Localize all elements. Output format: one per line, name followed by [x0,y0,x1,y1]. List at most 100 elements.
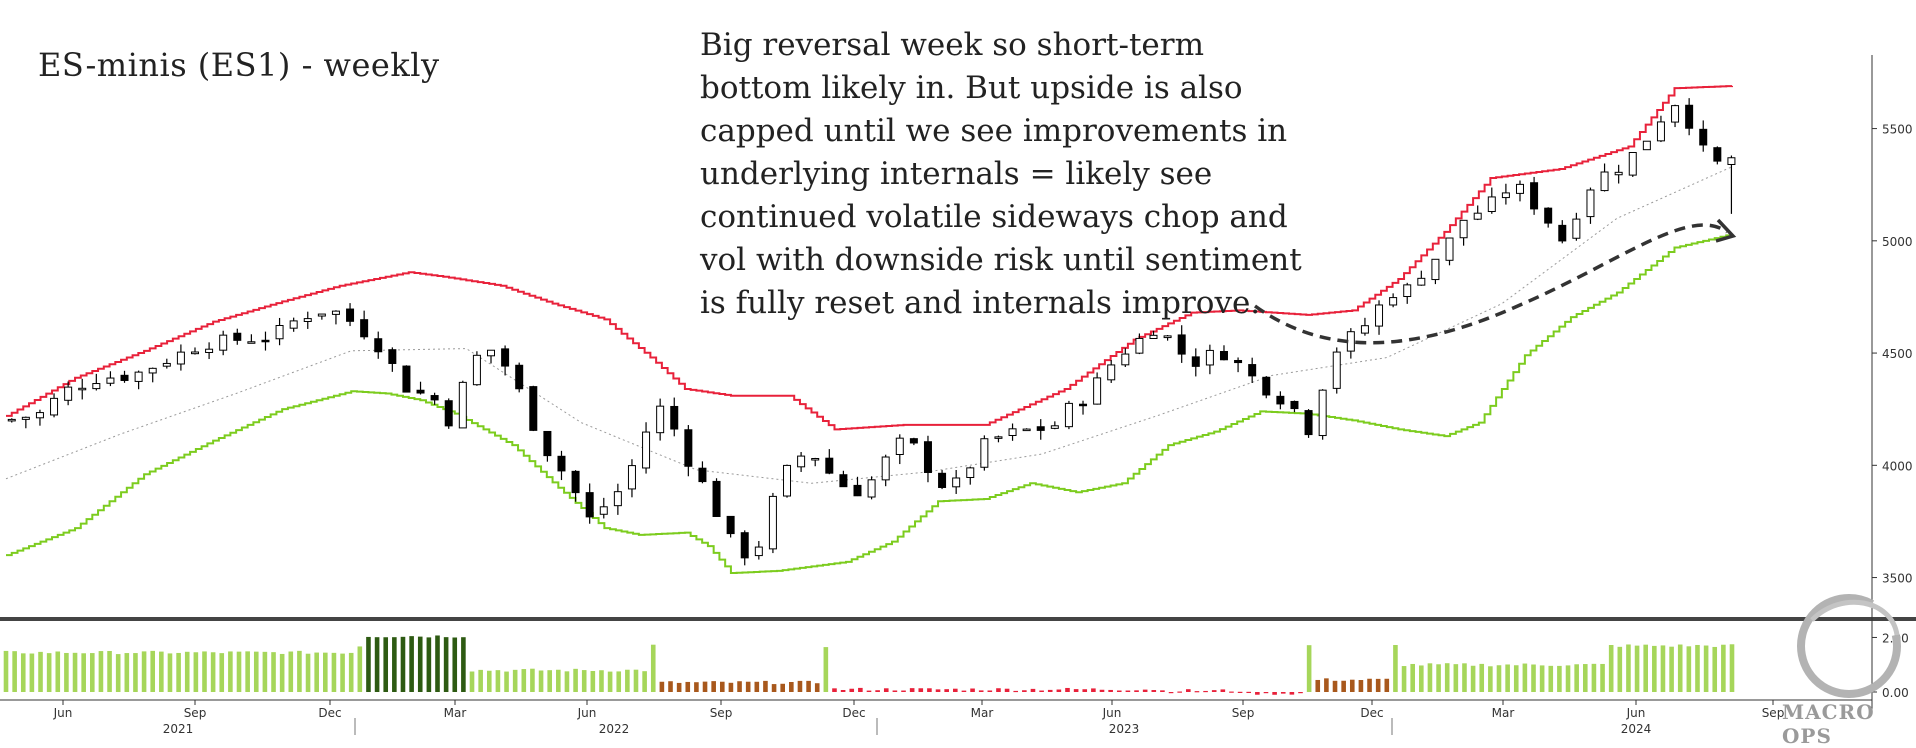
candle-body [92,383,101,390]
candle-body [938,472,947,488]
candle-body [472,354,481,386]
oscillator-bar [1660,645,1666,692]
oscillator-bar [1557,665,1562,692]
candle-body [1191,356,1200,367]
candle-body [106,377,115,384]
candle-body [1290,400,1299,410]
candle-body [64,386,73,401]
oscillator-bar [400,636,406,692]
oscillator-bar [3,650,9,692]
candle-body [1656,121,1665,142]
oscillator-bar [1608,645,1614,692]
oscillator-bar [935,689,941,692]
oscillator-bar [1479,663,1485,692]
candle-body [952,477,961,488]
candle-body [797,455,806,468]
oscillator-bar [245,651,250,692]
oscillator-bar [1444,663,1450,692]
oscillator-bar [1436,664,1441,692]
candle-body [909,438,918,444]
candle-body [134,371,143,382]
candle-body [487,349,496,357]
moving-average-line [5,166,1733,484]
candle-body [642,431,651,469]
candle-body [867,479,876,498]
oscillator-bar [538,670,544,692]
x-month-label: Dec [1360,706,1383,720]
oscillator-bar [780,683,785,692]
oscillator-bar [1375,678,1381,692]
candle-body [515,364,524,390]
candle-body [881,456,890,481]
candle-body [726,515,735,535]
oscillator-bar [435,635,440,692]
x-year-label: 2023 [1109,722,1140,735]
oscillator-bar [1591,663,1597,692]
annotation-line: is fully reset and internals improve. [700,285,1261,321]
candle-body [331,310,340,315]
oscillator-bar [789,682,794,692]
candle-body [430,395,439,401]
candle-body [1205,349,1214,366]
candle-body [1248,364,1257,377]
oscillator-bar [1280,692,1286,694]
oscillator-bar [1004,688,1010,692]
oscillator-bar [1410,663,1415,692]
chart-title: ES-minis (ES1) - weekly [38,46,440,84]
oscillator-bar [1712,646,1718,692]
oscillator-bar [564,671,570,692]
candle-body [219,334,228,351]
x-month-label: Mar [1492,706,1515,720]
oscillator-bar [29,653,35,692]
annotation-line: bottom likely in. But upside is also [700,70,1243,106]
oscillator-bar [1565,665,1571,692]
oscillator-bar [1151,690,1157,692]
forecast-arrow-head [1715,218,1737,243]
oscillator-bar [409,636,414,692]
candle-body [1487,196,1496,213]
candle-body [740,532,749,559]
oscillator-bar [167,653,173,692]
oscillator-bar [806,680,811,692]
candle-body [1107,364,1116,381]
oscillator-bar [1695,644,1700,692]
oscillator-bar [1091,688,1096,692]
oscillator-bar [599,670,604,692]
oscillator-bar [90,653,95,692]
oscillator-bar [659,681,665,692]
x-month-label: Jun [53,706,73,720]
oscillator-bar [486,670,492,692]
channel-bands [5,85,1733,575]
macro-ops-logo-icon [1797,594,1901,698]
oscillator-bar [1272,692,1277,695]
x-month-label: Dec [842,706,865,720]
oscillator-bar [918,688,924,692]
oscillator-bar [1134,690,1139,692]
oscillator-bar [210,652,216,692]
y-tick-label: 5500 [1882,123,1913,137]
candle-body [50,397,59,416]
candle-body [78,387,87,391]
oscillator-bar [1160,690,1165,692]
oscillator-bar [763,680,768,692]
oscillator-bar [1220,689,1226,692]
oscillator-bar [892,690,898,692]
annotation-line: continued volatile sideways chop and [700,199,1288,235]
oscillator-bar [875,690,880,692]
oscillator-bar [1462,663,1467,692]
oscillator-bar [1065,687,1070,692]
oscillator-bar [694,682,699,692]
candle-body [1699,128,1708,146]
candle-body [1713,147,1722,162]
candle-body [176,351,185,365]
candle-body [1501,192,1510,199]
candle-body [1079,403,1088,407]
oscillator-bar [253,651,259,692]
candle-body [1022,428,1031,432]
candle-body [1642,140,1651,151]
x-month-label: Sep [710,706,733,720]
oscillator-bar [1634,645,1640,692]
oscillator-bar [305,653,311,692]
oscillator-bar [141,651,147,692]
oscillator-bar [573,668,578,692]
